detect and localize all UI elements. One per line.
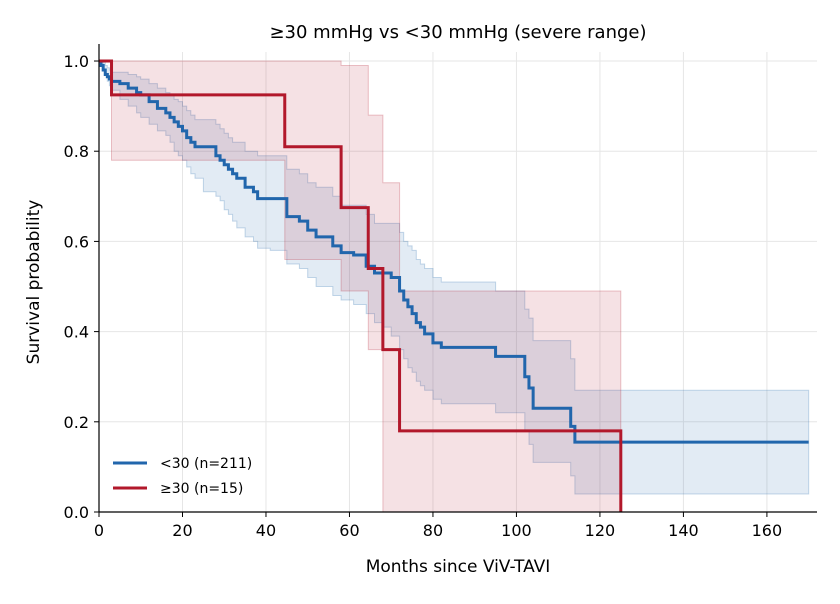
y-tick-label: 0.0 <box>64 503 89 522</box>
x-tick-label: 160 <box>752 521 783 540</box>
axes <box>94 44 817 517</box>
x-tick-label: 140 <box>668 521 699 540</box>
y-axis-label: Survival probability <box>24 200 44 365</box>
x-tick-label: 80 <box>423 521 443 540</box>
confidence-band-lt30 <box>99 60 810 495</box>
x-tick-label: 20 <box>172 521 192 540</box>
tick-labels: 0 20 40 60 80 100 120 140 160 0.0 0.2 0.4 0.6 0.8 1.0 <box>64 52 783 540</box>
y-tick-label: 0.6 <box>64 232 89 251</box>
legend-label-ge30: ≥30 (n=15) <box>160 481 243 497</box>
confidence-bands <box>99 60 810 513</box>
x-tick-label: 40 <box>256 521 276 540</box>
grid <box>98 52 817 513</box>
legend: <30 (n=211) ≥30 (n=15) <box>113 456 252 497</box>
x-tick-label: 0 <box>94 521 104 540</box>
confidence-band-ge30 <box>99 60 622 513</box>
survival-curves <box>99 59 809 512</box>
survival-curve-ge30 <box>99 59 623 512</box>
survival-curve-lt30 <box>99 59 809 444</box>
y-tick-label: 0.4 <box>64 323 89 342</box>
x-tick-label: 60 <box>339 521 359 540</box>
y-tick-label: 0.2 <box>64 413 89 432</box>
y-tick-label: 1.0 <box>64 52 89 71</box>
chart-title: ≥30 mmHg vs <30 mmHg (severe range) <box>269 22 646 43</box>
x-tick-label: 100 <box>501 521 532 540</box>
legend-label-lt30: <30 (n=211) <box>160 456 252 472</box>
y-tick-label: 0.8 <box>64 142 89 161</box>
x-tick-label: 120 <box>585 521 616 540</box>
x-axis-label: Months since ViV-TAVI <box>366 557 551 577</box>
